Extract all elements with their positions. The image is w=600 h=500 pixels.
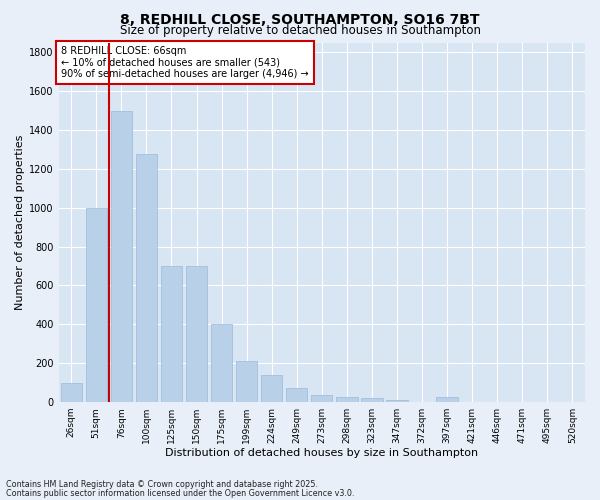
Bar <box>261 375 283 402</box>
Bar <box>361 398 383 402</box>
Bar <box>186 266 207 402</box>
Bar <box>386 400 407 402</box>
Bar <box>161 266 182 402</box>
Bar <box>436 397 458 402</box>
Text: 8, REDHILL CLOSE, SOUTHAMPTON, SO16 7BT: 8, REDHILL CLOSE, SOUTHAMPTON, SO16 7BT <box>120 12 480 26</box>
Bar <box>110 110 132 402</box>
Bar <box>311 396 332 402</box>
Bar <box>211 324 232 402</box>
Text: Contains HM Land Registry data © Crown copyright and database right 2025.: Contains HM Land Registry data © Crown c… <box>6 480 318 489</box>
X-axis label: Distribution of detached houses by size in Southampton: Distribution of detached houses by size … <box>165 448 478 458</box>
Bar <box>336 397 358 402</box>
Bar <box>86 208 107 402</box>
Bar <box>236 362 257 402</box>
Text: 8 REDHILL CLOSE: 66sqm
← 10% of detached houses are smaller (543)
90% of semi-de: 8 REDHILL CLOSE: 66sqm ← 10% of detached… <box>61 46 309 80</box>
Bar <box>286 388 307 402</box>
Text: Size of property relative to detached houses in Southampton: Size of property relative to detached ho… <box>119 24 481 37</box>
Bar <box>61 382 82 402</box>
Bar <box>136 154 157 402</box>
Y-axis label: Number of detached properties: Number of detached properties <box>15 134 25 310</box>
Text: Contains public sector information licensed under the Open Government Licence v3: Contains public sector information licen… <box>6 488 355 498</box>
